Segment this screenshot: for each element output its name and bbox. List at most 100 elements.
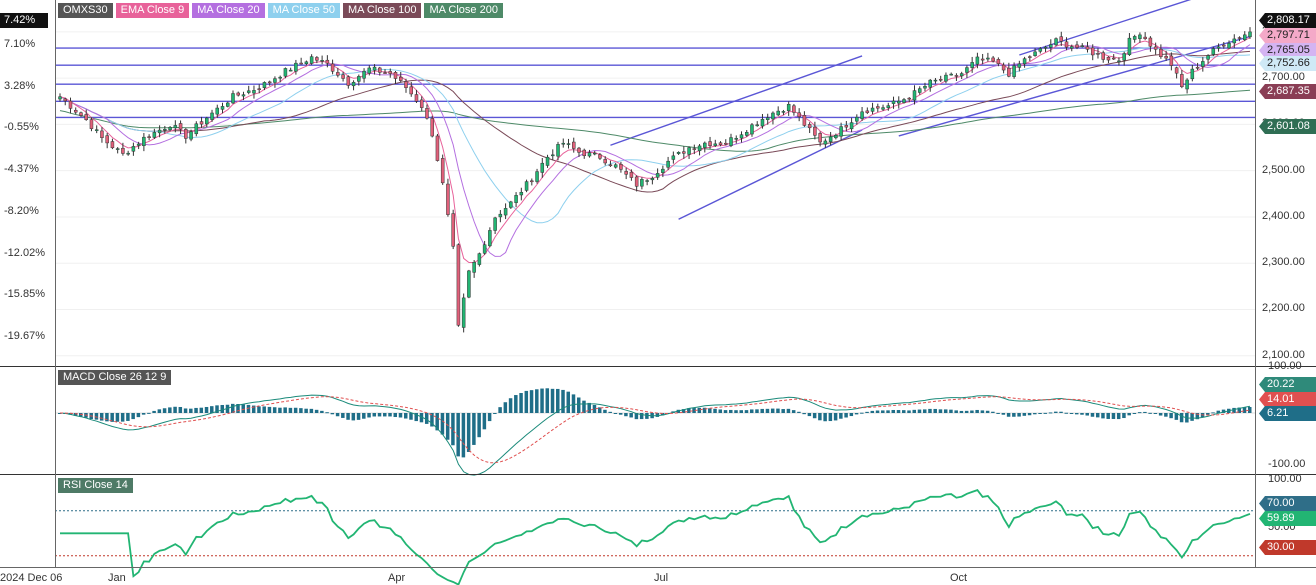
candle-body bbox=[309, 56, 314, 64]
candle-body bbox=[996, 59, 1001, 64]
macd-histogram-bar bbox=[377, 413, 382, 417]
macd-histogram-bar bbox=[917, 409, 922, 413]
macd-histogram-bar bbox=[566, 391, 571, 413]
macd-histogram-bar bbox=[409, 413, 413, 420]
candle-body bbox=[482, 244, 487, 254]
candle-body bbox=[461, 297, 466, 328]
candle-body bbox=[708, 141, 712, 146]
ma100-line bbox=[59, 50, 1251, 193]
candle-body bbox=[970, 62, 974, 68]
candle-body bbox=[676, 152, 681, 154]
candle-body bbox=[813, 126, 817, 136]
candle-body bbox=[1033, 51, 1037, 56]
macd-histogram-bar bbox=[514, 395, 518, 413]
candle-body bbox=[115, 148, 120, 150]
macd-histogram-bar bbox=[881, 410, 885, 413]
candle-body bbox=[173, 125, 178, 129]
macd-histogram-bar bbox=[1064, 412, 1069, 414]
candle-body bbox=[912, 90, 917, 101]
price-tick-label: 2,200.00 bbox=[1262, 302, 1305, 315]
time-tick-label: Oct bbox=[950, 572, 968, 584]
macd-histogram-bar bbox=[1090, 413, 1095, 417]
macd-histogram-bar bbox=[781, 409, 785, 413]
candle-body bbox=[440, 158, 445, 184]
candle-body bbox=[834, 134, 838, 139]
candle-body bbox=[514, 195, 518, 203]
macd-histogram-bar bbox=[749, 409, 754, 413]
candle-body bbox=[1159, 48, 1163, 57]
candle-body bbox=[157, 129, 162, 134]
macd-histogram-bar bbox=[791, 410, 796, 413]
candle-body bbox=[750, 124, 754, 135]
candle-body bbox=[1122, 53, 1126, 61]
macd-histogram-bar bbox=[660, 413, 665, 416]
macd-histogram-bar bbox=[760, 408, 764, 413]
candle-body bbox=[975, 56, 980, 65]
candle-body bbox=[372, 66, 377, 71]
macd-histogram-bar bbox=[356, 413, 361, 420]
macd-histogram-bar bbox=[194, 407, 198, 413]
macd-histogram-bar bbox=[482, 413, 487, 430]
candle-body bbox=[1248, 31, 1252, 38]
candle-body bbox=[828, 136, 833, 142]
macd-histogram-bar bbox=[655, 413, 660, 417]
time-tick-label: Jan bbox=[108, 572, 126, 584]
macd-histogram-bar bbox=[120, 413, 125, 422]
candle-body bbox=[724, 142, 728, 145]
candle-body bbox=[126, 152, 130, 155]
macd-histogram-bar bbox=[105, 413, 109, 422]
candle-body bbox=[199, 121, 204, 125]
trend-channel-line bbox=[1019, 0, 1192, 56]
macd-histogram-bar bbox=[493, 413, 497, 414]
candle-body bbox=[1169, 55, 1174, 66]
moving-averages bbox=[59, 37, 1251, 263]
candle-body bbox=[168, 127, 172, 131]
candle-body bbox=[551, 154, 555, 157]
macd-histogram-bar bbox=[765, 408, 770, 413]
candle-body bbox=[650, 178, 655, 181]
macd-histogram-bar bbox=[147, 412, 151, 414]
macd-histogram-bar bbox=[424, 413, 429, 424]
candle-body bbox=[414, 94, 419, 102]
macd-histogram-bar bbox=[262, 406, 266, 413]
candle-body bbox=[582, 149, 586, 157]
macd-histogram-bar bbox=[807, 413, 812, 417]
candle-body bbox=[556, 144, 560, 157]
candle-body bbox=[545, 156, 550, 166]
macd-histogram-bar bbox=[178, 406, 183, 413]
candle-body bbox=[1222, 44, 1226, 47]
macd-histogram-bar bbox=[278, 407, 282, 413]
macd-histogram-bar bbox=[168, 407, 172, 413]
macd-histogram-bar bbox=[786, 408, 791, 413]
macd-histogram-bar bbox=[1122, 413, 1126, 419]
candle-body bbox=[446, 183, 450, 215]
macd-histogram-bar bbox=[613, 413, 618, 414]
macd-histogram-bar bbox=[461, 413, 466, 458]
macd-histogram-bar bbox=[713, 408, 717, 413]
price-tag: 2,765.05 bbox=[1259, 43, 1316, 58]
macd-signal-line bbox=[59, 396, 1251, 464]
candle-body bbox=[435, 135, 440, 161]
macd-histogram-bar bbox=[970, 410, 974, 413]
candle-body bbox=[152, 132, 157, 138]
candlesticks[interactable] bbox=[58, 27, 1252, 333]
candle-body bbox=[755, 124, 759, 127]
macd-histogram-bar bbox=[288, 407, 293, 413]
macd-histogram-bar bbox=[414, 413, 418, 422]
macd-histogram-bar bbox=[875, 410, 880, 413]
macd-histogram-bar bbox=[739, 410, 743, 413]
macd-histogram-bar bbox=[210, 406, 214, 413]
candle-body bbox=[682, 151, 686, 154]
candle-body bbox=[246, 90, 251, 93]
macd-histogram-bar bbox=[162, 408, 167, 413]
macd-axis-label: -100.00 bbox=[1268, 458, 1306, 470]
candle-body bbox=[477, 253, 482, 265]
macd-histogram-bar bbox=[1127, 413, 1131, 416]
rsi-tag: 30.00 bbox=[1259, 540, 1316, 555]
macd-histogram-bar bbox=[907, 410, 911, 413]
price-tick-label: 2,300.00 bbox=[1262, 256, 1305, 269]
candle-body bbox=[855, 116, 859, 122]
macd-histogram-bar bbox=[372, 413, 377, 417]
candle-body bbox=[425, 108, 429, 119]
